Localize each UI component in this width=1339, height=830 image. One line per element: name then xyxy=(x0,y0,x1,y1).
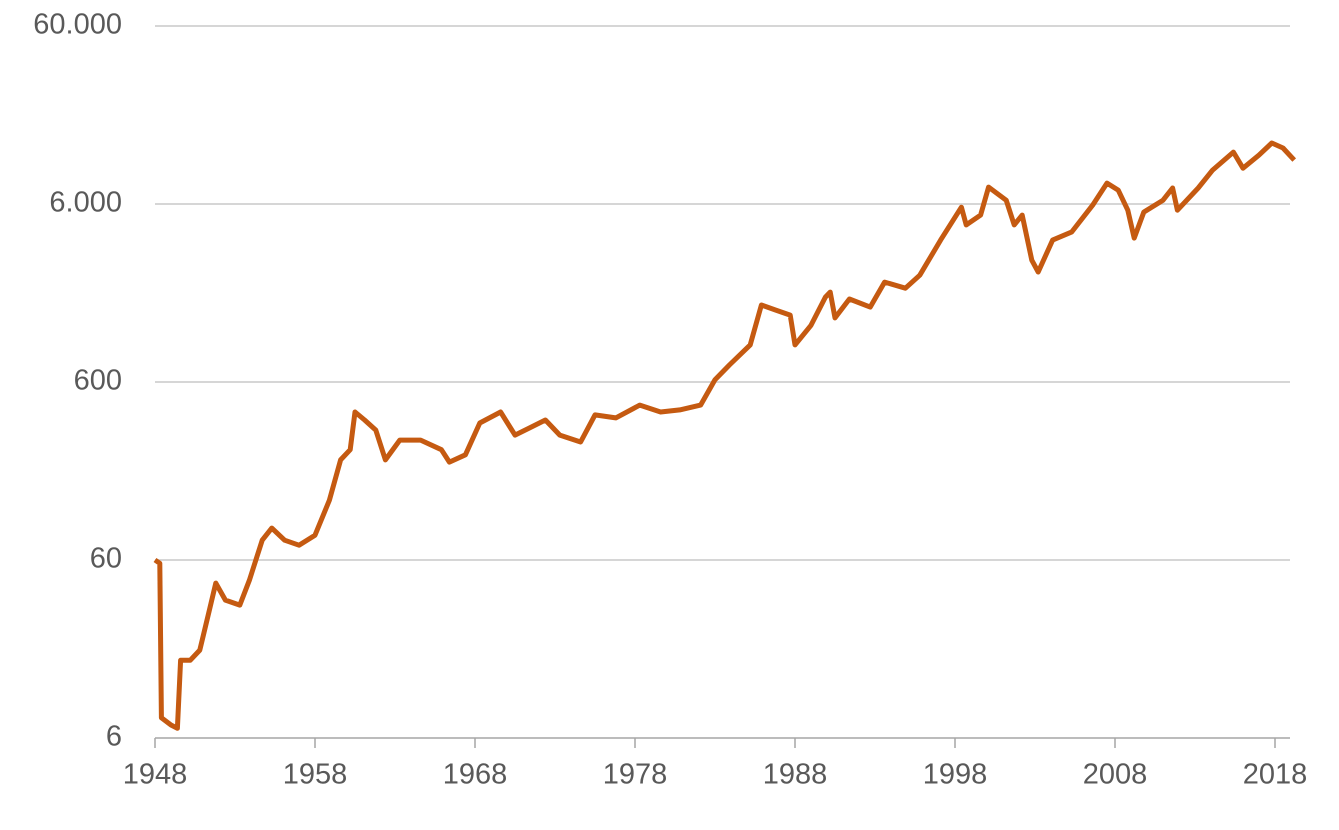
x-tick-label: 1978 xyxy=(603,759,668,791)
y-tick-label: 60 xyxy=(90,543,122,575)
x-tick-label: 1948 xyxy=(123,759,188,791)
x-tick-label: 1958 xyxy=(283,759,348,791)
x-tick-label: 2018 xyxy=(1243,759,1308,791)
y-tick-label: 600 xyxy=(74,365,122,397)
y-tick-label: 60.000 xyxy=(33,9,122,41)
y-tick-label: 6.000 xyxy=(49,187,122,219)
x-tick-label: 1988 xyxy=(763,759,828,791)
line xyxy=(153,140,1297,731)
x-tick-label: 2008 xyxy=(1083,759,1148,791)
x-tick-label: 1998 xyxy=(923,759,988,791)
x-tick-label: 1968 xyxy=(443,759,508,791)
y-tick-label: 6 xyxy=(106,721,122,753)
